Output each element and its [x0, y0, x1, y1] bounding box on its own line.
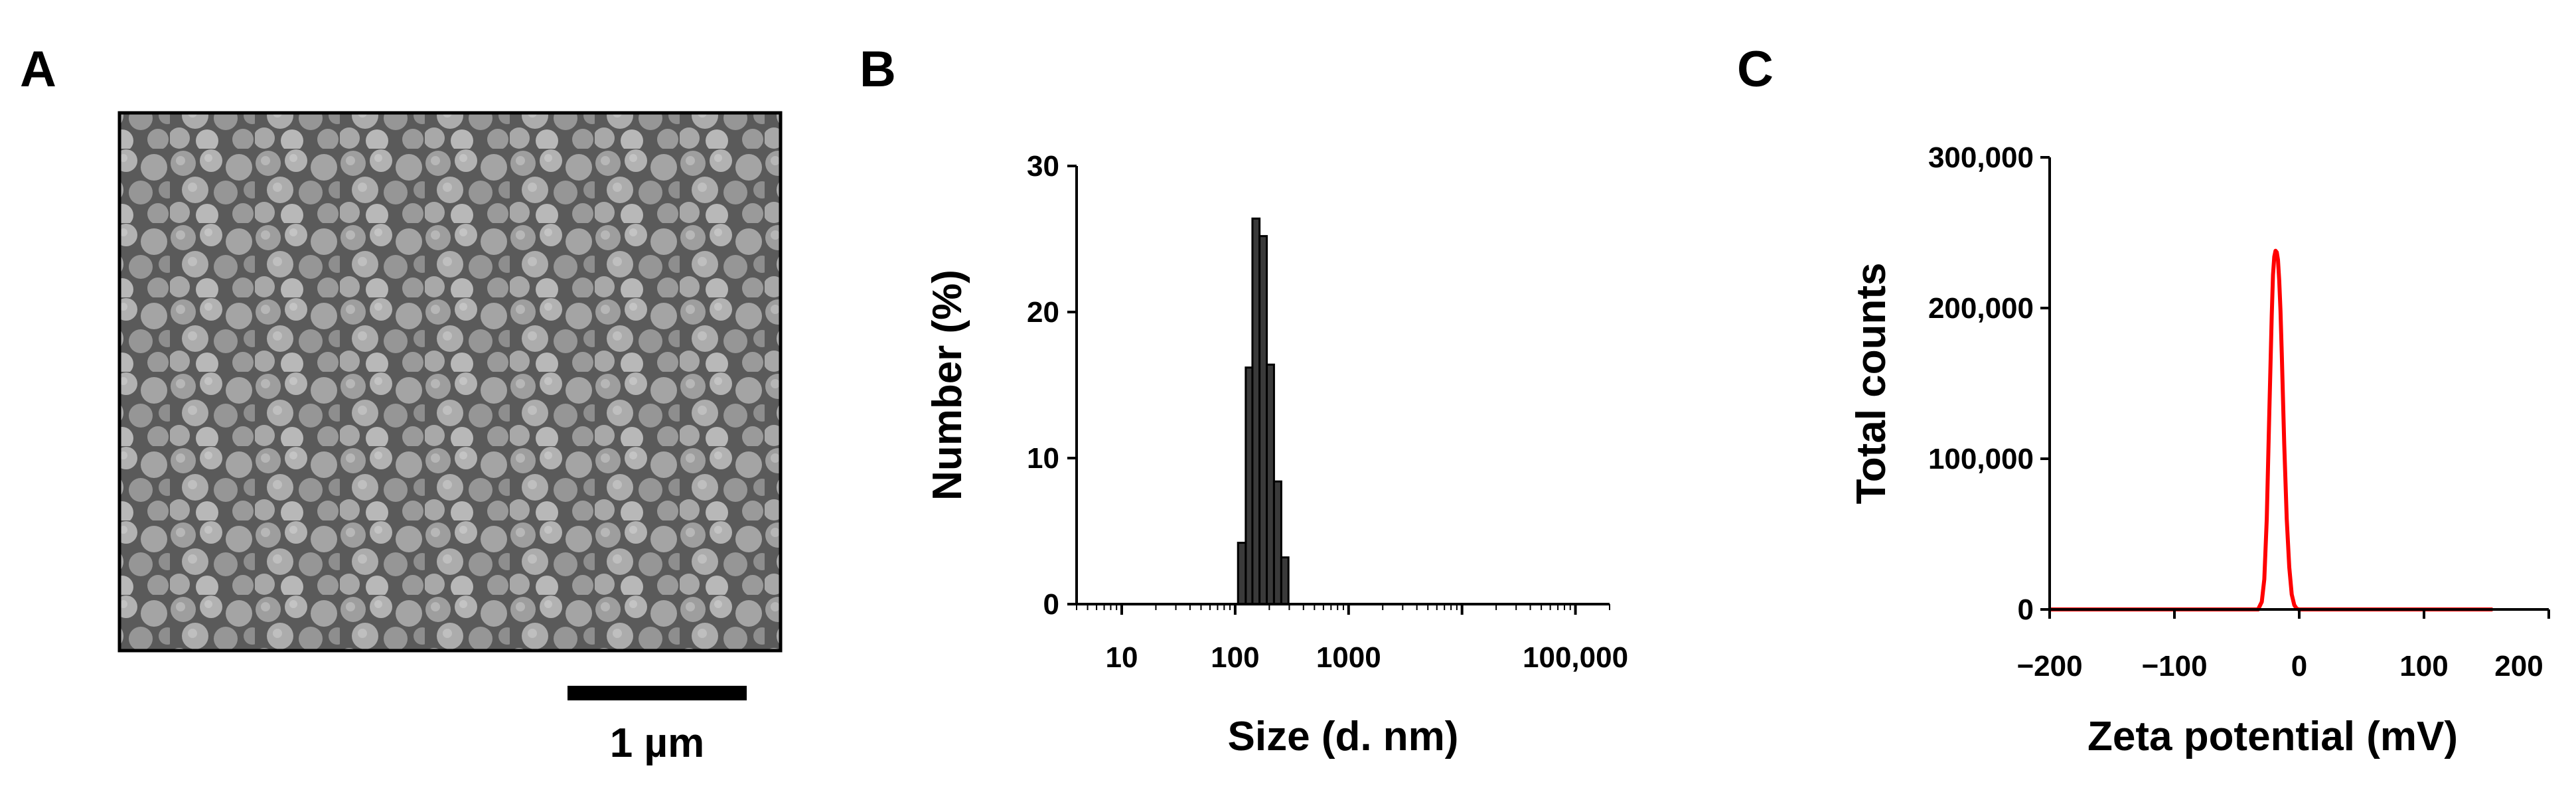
chart-b-x-tick-label: 100,000	[1523, 641, 1628, 674]
panel-letter-a: A	[20, 41, 56, 98]
chart-c-y-tick-label: 100,000	[1928, 443, 2034, 475]
chart-b-y-tick-label: 0	[1043, 588, 1059, 621]
scale-bar-label: 1 µm	[610, 720, 705, 766]
chart-c-y-tick-label: 0	[2018, 594, 2034, 626]
chart-c-x-tick-label: 200	[2494, 650, 2543, 682]
chart-b-bar-3	[1258, 235, 1268, 605]
chart-b-x-tick-label: 100	[1211, 641, 1259, 674]
scale-bar	[568, 686, 747, 700]
chart-b-bar-5	[1272, 480, 1282, 605]
chart-b-x-tick-label: 10	[1106, 641, 1138, 674]
sem-micrograph	[117, 111, 783, 653]
chart-b-ticks: 0 10 20 30 10 100 1000 100,000	[1027, 150, 1628, 674]
chart-b-y-tick-label: 30	[1027, 150, 1059, 183]
chart-b: 0 10 20 30 10 100 1000 100,000 Size (d. nm) Num…	[925, 150, 1628, 759]
chart-c-x-tick-label: −200	[2016, 650, 2082, 682]
chart-b-x-tick-label: 1000	[1316, 641, 1381, 674]
chart-b-bar-6	[1280, 556, 1290, 605]
chart-b-y-tick-label: 10	[1027, 442, 1059, 475]
chart-c-ticks: 0 100,000 200,000 300,000 −200 −100 0 100 200	[1928, 141, 2550, 682]
chart-c: 0 100,000 200,000 300,000 −200 −100 0 100 200 Ze…	[1849, 141, 2550, 759]
chart-c-x-axis-title: Zeta potential (mV)	[2087, 714, 2458, 759]
chart-c-y-tick-label: 300,000	[1928, 141, 2034, 174]
chart-b-bar-4	[1266, 363, 1275, 605]
chart-b-bar-1	[1245, 366, 1254, 605]
chart-b-y-axis-title: Number (%)	[925, 270, 970, 501]
chart-c-y-tick-label: 200,000	[1928, 292, 2034, 325]
chart-c-series-line	[2050, 248, 2493, 611]
chart-c-x-tick-label: −100	[2141, 650, 2207, 682]
chart-c-x-tick-label: 0	[2291, 650, 2307, 682]
chart-b-x-axis-title: Size (d. nm)	[1228, 714, 1459, 759]
chart-b-bar-0	[1237, 542, 1247, 605]
chart-b-y-tick-label: 20	[1027, 296, 1059, 329]
panel-letter-c: C	[1737, 41, 1774, 98]
chart-c-x-tick-label: 100	[2399, 650, 2448, 682]
panel-letter-b: B	[860, 41, 896, 98]
chart-c-y-axis-title: Total counts	[1849, 263, 1894, 505]
chart-b-bar-2	[1251, 217, 1261, 605]
chart-b-bars	[1237, 217, 1290, 605]
